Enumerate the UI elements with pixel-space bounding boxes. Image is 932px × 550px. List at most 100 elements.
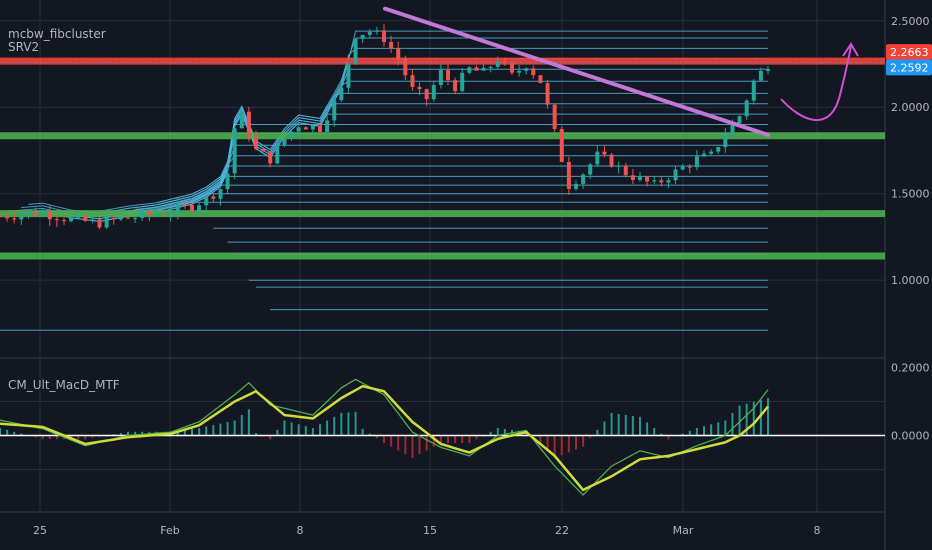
- macd-hist-81: [575, 435, 577, 450]
- macd-hist-47: [333, 416, 336, 436]
- macd-hist-49: [347, 412, 350, 436]
- curved-arrow-annotation[interactable]: [780, 42, 859, 122]
- macd-hist-79: [560, 435, 563, 456]
- candle-body-72: [510, 63, 514, 73]
- macd-signal-line: [0, 384, 769, 492]
- time-tick-1: Feb: [160, 524, 179, 537]
- macd-hist-103: [731, 413, 734, 436]
- price-tick-0: 2.5000: [891, 15, 930, 28]
- macd-hist-3: [20, 433, 23, 436]
- candle-body-99: [702, 153, 706, 157]
- macd-hist-63: [447, 435, 449, 443]
- macd-hist-62: [439, 435, 442, 443]
- macd-hist-7: [48, 435, 51, 440]
- candle-body-19: [133, 217, 138, 219]
- candle-body-11: [76, 215, 81, 218]
- candle-body-56: [396, 48, 401, 60]
- candle-body-89: [630, 175, 635, 180]
- candle-body-83: [588, 164, 593, 175]
- candle-body-6: [40, 212, 45, 217]
- macd-hist-1: [6, 429, 9, 436]
- candle-body-7: [47, 212, 52, 220]
- candle-body-4: [26, 212, 31, 216]
- candle-body-49: [346, 63, 351, 88]
- macd-hist-83: [589, 435, 592, 439]
- candle-body-58: [410, 75, 415, 87]
- macd-hist-50: [354, 411, 357, 436]
- candle-body-108: [766, 69, 770, 71]
- price-badge-text-0: 2.2663: [890, 46, 929, 59]
- candle-body-81: [574, 183, 578, 189]
- candle-body-5: [33, 212, 38, 217]
- macd-hist-48: [340, 413, 343, 436]
- macd-hist-67: [475, 435, 478, 440]
- macd-hist-85: [603, 421, 606, 436]
- candle-body-24: [168, 213, 173, 216]
- candle-body-68: [481, 67, 486, 71]
- macd-hist-92: [653, 428, 656, 436]
- macd-hist-89: [631, 415, 634, 436]
- macd-hist-52: [368, 433, 371, 436]
- candle-body-44: [310, 125, 315, 130]
- candle-body-18: [126, 217, 130, 219]
- macd-hist-6: [41, 435, 44, 440]
- macd-hist-32: [226, 422, 229, 436]
- candle-body-29: [204, 196, 209, 206]
- macd-hist-51: [361, 428, 364, 436]
- macd-hist-60: [425, 435, 428, 451]
- candle-body-40: [282, 138, 287, 146]
- macd-hist-11: [77, 435, 80, 440]
- candle-body-23: [161, 214, 166, 216]
- candle-body-91: [645, 176, 650, 182]
- macd-hist-13: [91, 435, 94, 438]
- macd-hist-28: [198, 428, 201, 436]
- cluster-line-12: [135, 155, 768, 210]
- candle-body-66: [467, 67, 472, 73]
- macd-hist-5: [34, 435, 37, 438]
- trendline[interactable]: [383, 6, 770, 137]
- candle-body-105: [744, 100, 749, 117]
- cluster-line-16: [177, 193, 768, 205]
- candle-body-34: [239, 111, 244, 129]
- candle-body-20: [140, 211, 145, 218]
- candle-body-95: [673, 169, 678, 181]
- candle-body-61: [431, 85, 436, 100]
- cluster-line-1: [7, 37, 768, 220]
- macd-hist-102: [724, 420, 727, 436]
- candle-body-73: [517, 70, 522, 73]
- macd-hist-55: [390, 435, 393, 447]
- candle-body-84: [595, 151, 600, 165]
- macd-hist-26: [183, 429, 186, 436]
- macd-hist-20: [141, 431, 144, 436]
- macd-hist-35: [247, 409, 250, 436]
- macd-hist-36: [255, 433, 257, 436]
- candle-body-96: [680, 166, 685, 170]
- candle-body-17: [118, 217, 123, 220]
- macd-hist-104: [738, 405, 741, 436]
- price-badge-1: [886, 59, 932, 76]
- macd-hist-64: [454, 435, 457, 443]
- candle-body-74: [524, 68, 529, 71]
- macd-hist-41: [290, 422, 293, 436]
- macd-hist-80: [567, 435, 570, 453]
- candle-body-82: [581, 174, 586, 184]
- candle-body-76: [538, 75, 543, 84]
- candle-body-63: [446, 70, 450, 81]
- candle-body-90: [638, 176, 642, 180]
- macd-hist-66: [468, 435, 471, 443]
- time-tick-0: 25: [33, 524, 47, 537]
- candle-body-75: [531, 68, 536, 76]
- candle-body-47: [332, 100, 337, 121]
- candle-body-41: [289, 131, 294, 139]
- macd-hist-107: [759, 399, 762, 436]
- candle-body-2: [12, 218, 17, 220]
- main-title: mcbw_fibcluster: [8, 27, 106, 41]
- cluster-line-15: [170, 184, 768, 208]
- candle-body-101: [716, 147, 721, 152]
- macd-hist-38: [269, 435, 272, 440]
- price-badge-text-1: 2.2592: [890, 61, 929, 74]
- candle-body-26: [182, 204, 187, 206]
- candle-body-35: [246, 111, 251, 137]
- macd-hist-93: [660, 433, 663, 436]
